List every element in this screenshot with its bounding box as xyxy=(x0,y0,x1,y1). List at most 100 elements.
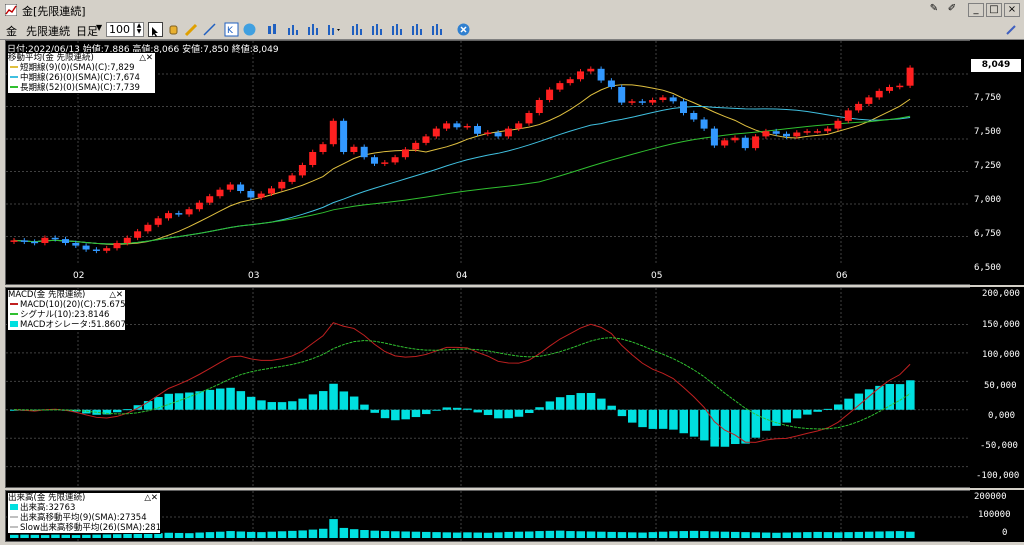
volume-bar xyxy=(370,530,379,538)
oscillator-bar xyxy=(638,409,647,428)
oscillator-bar xyxy=(854,393,864,410)
hand-tool-icon[interactable] xyxy=(166,22,181,37)
oscillator-bar xyxy=(143,401,153,410)
time-tick-label: 02 xyxy=(73,271,84,281)
candle-body xyxy=(772,131,780,134)
pencil-tool-icon[interactable] xyxy=(184,22,199,37)
indicator-3-icon[interactable] xyxy=(390,22,405,37)
candle-body xyxy=(113,243,121,249)
symbol-label[interactable]: 金 xyxy=(6,25,17,38)
close-button[interactable]: × xyxy=(1004,3,1020,17)
oscillator-bar xyxy=(164,393,173,410)
macd-entry: MACD(10)(20)(C):75.6753 xyxy=(8,300,131,310)
candle-body xyxy=(165,213,172,219)
oscillator-bar xyxy=(360,404,369,410)
count-input[interactable]: 100 xyxy=(106,22,134,37)
macd-chart[interactable] xyxy=(6,288,970,487)
oscillator-bar xyxy=(349,396,359,410)
macd-tick: 200,000 xyxy=(982,289,1020,299)
legend-close-icon[interactable]: △✕ xyxy=(109,290,123,300)
volume-legend[interactable]: 出来高(金 先限連続) △✕ 出来高:32763 出来高移動平均(9)(SMA):… xyxy=(7,492,172,534)
svg-text:K: K xyxy=(227,26,234,36)
chart-type-line-icon[interactable] xyxy=(306,22,321,37)
candle-body xyxy=(659,97,667,100)
oscillator-bar xyxy=(463,408,472,410)
ma-short-entry: 短期線(9)(0)(SMA)(C):7,829 xyxy=(8,63,155,73)
candle-body xyxy=(855,103,863,111)
chart-type-candle-icon[interactable] xyxy=(266,22,281,37)
period-dropdown-icon[interactable]: ▼ xyxy=(96,23,103,32)
volume-bar xyxy=(761,532,771,538)
legend-close-icon[interactable]: △✕ xyxy=(144,493,158,503)
price-chart-panel[interactable]: 02 03 04 05 06 日付:2022/06/13 始値:7,886 高値:8,0… xyxy=(5,40,971,285)
close-chart-icon[interactable] xyxy=(456,22,471,37)
pen-tool-icon[interactable]: ✎ xyxy=(926,3,942,17)
oscillator-bar xyxy=(216,388,225,410)
candle-body xyxy=(185,209,193,215)
oscillator-bar xyxy=(607,405,616,410)
macd-legend[interactable]: MACD(金 先限連続) △✕ MACD(10)(20)(C):75.6753 シ… xyxy=(7,289,131,331)
candle-body xyxy=(144,224,152,232)
indicator-4-icon[interactable] xyxy=(410,22,425,37)
ma-legend[interactable]: 移動平均(金 先限連続) △✕ 短期線(9)(0)(SMA)(C):7,829 中… xyxy=(7,52,156,94)
cursor-tool-icon[interactable] xyxy=(148,22,163,37)
oscillator-bar xyxy=(246,396,256,410)
price-tick: 7,750 xyxy=(974,93,1002,103)
candle-body xyxy=(237,184,245,191)
oscillator-bar xyxy=(514,409,524,417)
contract-label[interactable]: 先限連続 xyxy=(26,25,70,38)
candle-body xyxy=(350,146,358,152)
candle-body xyxy=(123,237,131,243)
candle-body xyxy=(453,123,461,128)
candle-body xyxy=(515,123,523,129)
candle-body xyxy=(813,131,821,133)
candle-body xyxy=(607,80,615,87)
ma-long-line xyxy=(13,115,911,245)
volume-panel[interactable]: 出来高(金 先限連続) △✕ 出来高:32763 出来高移動平均(9)(SMA):… xyxy=(5,490,971,542)
volume-bar xyxy=(92,534,101,538)
window-titlebar: 金[先限連続] ✎ ✐ _ □ × xyxy=(0,0,1024,21)
volume-bar xyxy=(401,531,410,538)
maximize-button[interactable]: □ xyxy=(986,3,1002,17)
draw-line-icon[interactable] xyxy=(202,22,217,37)
candle-body xyxy=(206,196,214,203)
jump-start-icon[interactable]: K xyxy=(224,22,239,37)
count-spinner[interactable]: ▲ ▼ xyxy=(134,22,144,37)
price-axis: 8,049 7,750 7,500 7,250 7,000 6,750 6,50… xyxy=(970,40,1024,285)
indicator-menu-icon[interactable] xyxy=(326,22,341,37)
oscillator-bar xyxy=(710,409,719,447)
volume-tick: 200000 xyxy=(974,492,1007,502)
volume-bar xyxy=(102,534,112,538)
minimize-button[interactable]: _ xyxy=(968,3,984,17)
oscillator-bar xyxy=(597,398,606,410)
oscillator-bar xyxy=(885,384,894,410)
volume-bar xyxy=(154,533,163,538)
indicator-1-icon[interactable] xyxy=(350,22,365,37)
oscillator-bar xyxy=(658,409,668,429)
chart-app-icon xyxy=(5,4,17,16)
indicator-5-icon[interactable] xyxy=(430,22,445,37)
legend-close-icon[interactable]: △✕ xyxy=(139,53,153,63)
volume-bar xyxy=(700,531,709,538)
chart-type-bar-icon[interactable] xyxy=(286,22,301,37)
oscillator-bar xyxy=(267,402,276,410)
eraser-icon[interactable]: ✐ xyxy=(944,3,960,17)
volume-chart[interactable] xyxy=(6,491,970,541)
candle-body xyxy=(134,231,142,238)
refresh-icon[interactable] xyxy=(242,22,257,37)
period-select[interactable]: 日足 xyxy=(76,25,98,38)
oscillator-bar xyxy=(339,391,349,410)
volume-bar xyxy=(875,531,884,538)
ohlc-info: 日付:2022/06/13 始値:7,886 高値:8,066 安値:7,850… xyxy=(7,45,279,55)
settings-wrench-icon[interactable] xyxy=(1004,22,1019,37)
volume-bar xyxy=(51,534,60,538)
volume-bar xyxy=(71,535,81,538)
volume-bar xyxy=(628,532,637,538)
volume-bar xyxy=(751,532,761,538)
macd-panel[interactable]: MACD(金 先限連続) △✕ MACD(10)(20)(C):75.6753 シ… xyxy=(5,287,971,488)
volume-bar xyxy=(895,531,905,538)
indicator-2-icon[interactable] xyxy=(370,22,385,37)
current-price-label: 8,049 xyxy=(971,59,1021,72)
candle-body xyxy=(762,131,770,137)
candle-body xyxy=(886,87,893,91)
